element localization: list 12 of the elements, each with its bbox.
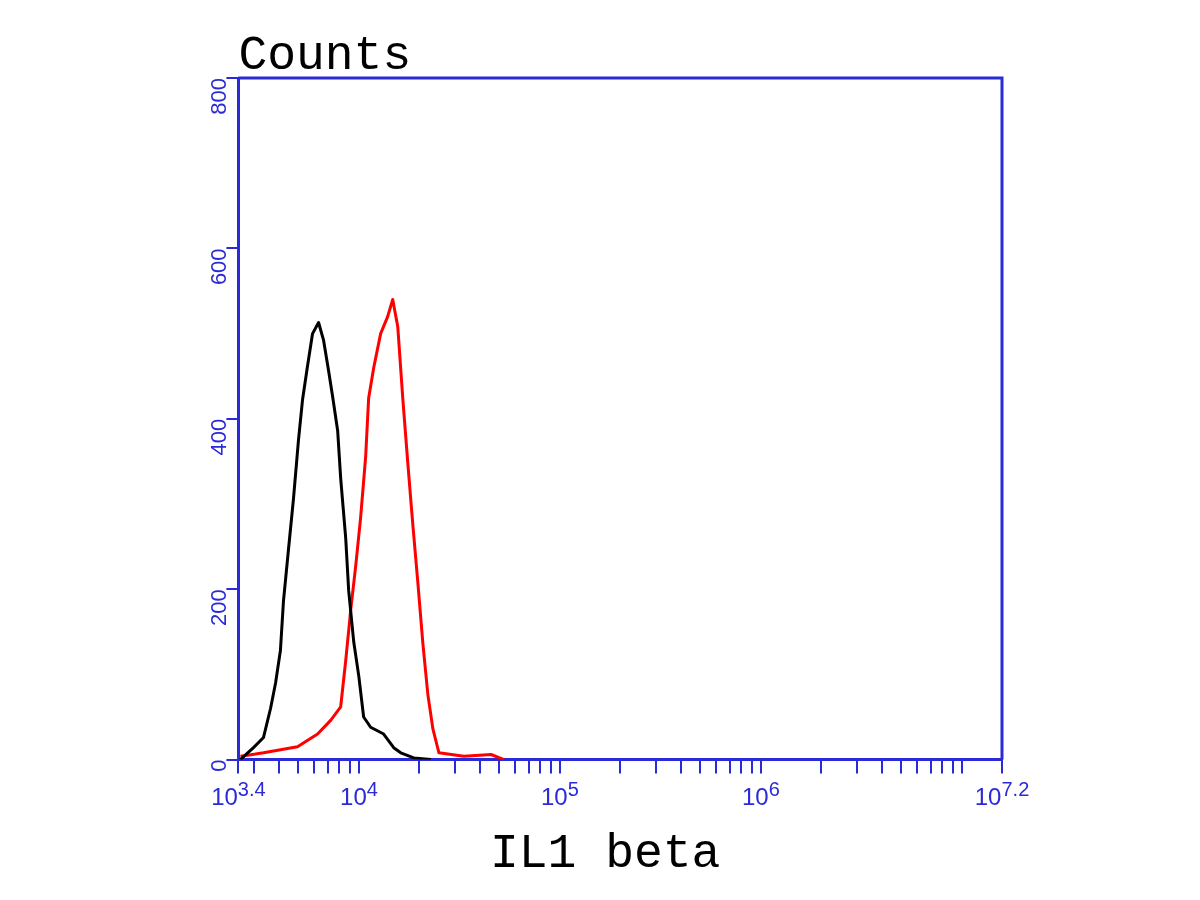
y-tick-label: 200 xyxy=(206,589,232,626)
y-tick-label: 800 xyxy=(206,78,232,115)
x-tick-label: 10$^{5}$ xyxy=(540,777,579,811)
y-tick-label: 0 xyxy=(206,759,232,772)
x-tick-label: 10$^{6}$ xyxy=(741,777,780,811)
y-tick-label: 600 xyxy=(206,248,232,286)
x-tick-label: 10$^{3.4}$ xyxy=(211,777,266,811)
y-tick-label: 400 xyxy=(206,418,232,456)
x-tick-label: 10$^{4}$ xyxy=(340,777,378,811)
x-axis-title: IL1 beta xyxy=(489,826,721,881)
x-tick-label: 10$^{7.2}$ xyxy=(974,777,1030,811)
y-axis-title: Counts xyxy=(238,28,412,83)
